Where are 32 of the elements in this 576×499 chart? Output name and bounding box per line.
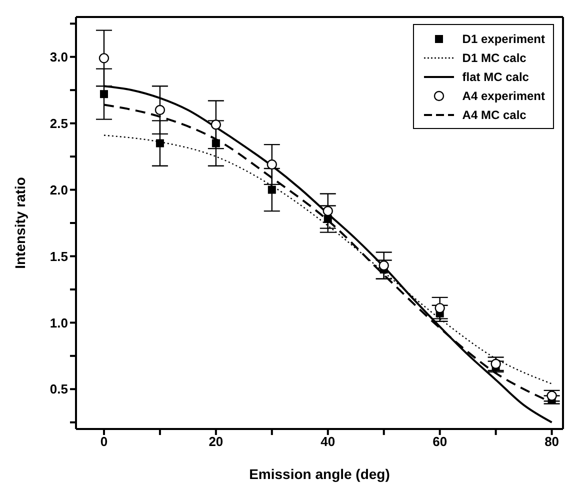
x-axis-title: Emission angle (deg)	[249, 466, 390, 482]
y-tick-label: 2.0	[50, 182, 68, 198]
legend-label: flat MC calc	[462, 70, 529, 84]
x-tick-label: 40	[320, 434, 336, 450]
point	[156, 139, 164, 148]
point	[154, 104, 166, 116]
y-tick-label: 2.5	[50, 116, 68, 131]
point	[266, 159, 278, 170]
x-tick-label: 60	[432, 434, 448, 450]
point	[434, 302, 445, 314]
legend-label: A4 experiment	[462, 88, 545, 102]
point	[98, 53, 110, 64]
y-axis-title: Intensity ratio	[12, 177, 28, 269]
legend-label: D1 experiment	[462, 32, 545, 46]
point	[210, 120, 222, 130]
point	[100, 90, 108, 98]
legend-label: D1 MC calc	[462, 50, 526, 64]
point	[212, 139, 220, 148]
point	[378, 260, 389, 271]
point	[322, 206, 333, 216]
point	[490, 358, 501, 369]
legend-label: A4 MC calc	[462, 108, 526, 122]
y-tick-label: 1.0	[50, 315, 68, 330]
point	[268, 186, 276, 194]
y-tick-label: 0.5	[50, 382, 68, 397]
x-tick-label: 80	[544, 434, 560, 450]
y-tick-label: 1.5	[50, 248, 68, 264]
x-tick-label: 0	[100, 434, 108, 450]
point	[546, 390, 557, 401]
point	[324, 215, 332, 224]
y-tick-label: 3.0	[50, 49, 68, 64]
x-tick-label: 20	[208, 434, 224, 450]
